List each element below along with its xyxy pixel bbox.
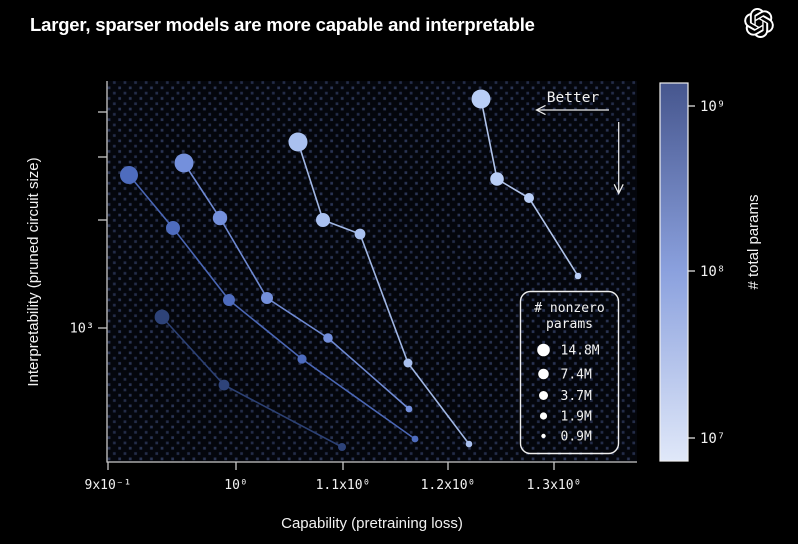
data-point [316,213,330,227]
legend-item-label: 0.9M [561,430,592,445]
page-title: Larger, sparser models are more capable … [30,14,535,35]
data-point [338,443,346,451]
x-axis-label: Capability (pretraining loss) [281,515,463,532]
data-point [223,294,235,306]
data-point [323,333,333,343]
colorbar-tick-label: 10⁹ [700,99,725,115]
x-tick-label: 10⁰ [224,478,247,493]
legend-title: params [546,317,593,332]
y-tick-label: 10³ [70,321,94,337]
legend-item-label: 3.7M [561,389,592,404]
data-point [166,221,180,235]
colorbar-tick-label: 10⁸ [700,264,725,280]
better-arrow-left-icon [535,104,609,116]
x-tick-label: 1.1x10⁰ [316,478,371,493]
colorbar-gradient [659,82,689,462]
data-point [261,292,273,304]
legend-item-label: 14.8M [561,344,600,359]
data-point [297,354,307,364]
data-point [354,228,366,240]
legend-item-label: 7.4M [561,368,592,383]
better-annotation-label: Better [547,90,600,106]
data-point [403,358,413,368]
data-point [490,172,504,186]
colorbar-label: # total params [745,194,762,289]
data-point [212,210,228,226]
data-point [524,193,534,203]
axis-spines [106,81,637,463]
data-point [405,405,413,413]
legend-item-marker [541,433,546,439]
legend-item-marker [538,368,549,380]
legend-item-marker [539,412,548,420]
legend-title: # nonzero [534,301,604,316]
x-tick-label: 1.3x10⁰ [527,478,582,493]
plot-background [107,81,637,462]
x-tick-label: 1.2x10⁰ [421,478,476,493]
data-point [465,440,473,448]
y-axis-label: Interpretability (pruned circuit size) [25,157,42,386]
legend-item-marker [539,391,548,400]
data-point [174,153,194,173]
data-point [288,132,308,152]
colorbar: 10⁹ 10⁸ 10⁷ # total params [659,82,762,462]
legend-item-marker [537,343,550,357]
x-tick-label: 9x10⁻¹ [85,478,132,493]
data-point [120,166,138,184]
series-line [480,98,579,277]
data-point [154,309,170,325]
data-point [218,379,230,391]
openai-logo-icon [744,8,774,38]
colorbar-tick-label: 10⁷ [700,431,725,447]
data-point [411,435,419,443]
data-point [471,89,491,109]
legend-item-label: 1.9M [561,410,592,425]
legend-box [519,290,620,455]
data-point [574,272,582,280]
better-arrow-down-icon [613,122,624,195]
